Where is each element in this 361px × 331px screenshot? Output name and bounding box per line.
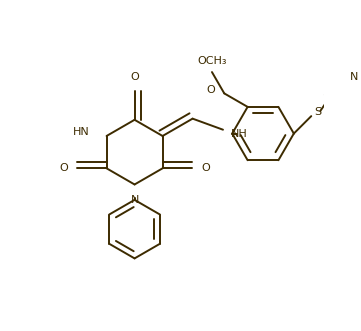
Text: O: O	[206, 84, 215, 95]
Text: O: O	[201, 163, 210, 173]
Text: O: O	[59, 163, 68, 173]
Text: HN: HN	[73, 127, 90, 137]
Text: O: O	[130, 72, 139, 82]
Text: OCH₃: OCH₃	[197, 56, 227, 66]
Text: N: N	[350, 72, 358, 82]
Text: S: S	[314, 107, 321, 117]
Text: NH: NH	[231, 128, 247, 139]
Text: N: N	[130, 195, 139, 205]
